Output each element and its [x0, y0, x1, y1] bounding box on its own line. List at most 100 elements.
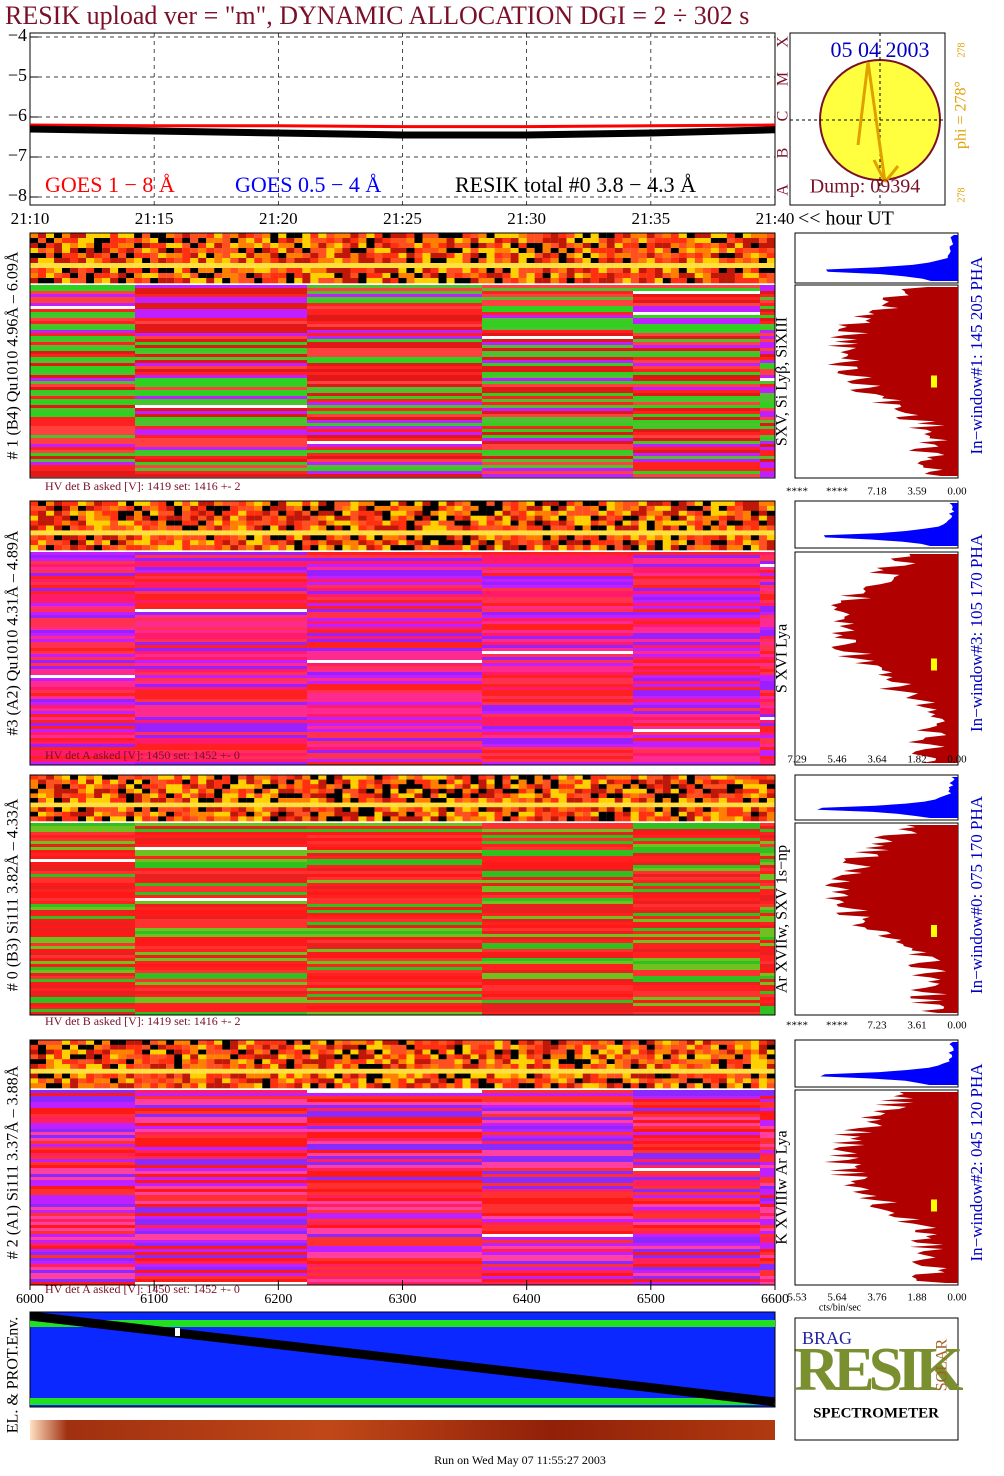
- band-cell: [422, 515, 431, 521]
- band-cell: [542, 1083, 551, 1089]
- band-cell: [230, 1054, 239, 1060]
- band-cell: [638, 811, 647, 817]
- band-cell: [158, 1049, 167, 1055]
- band-cell: [518, 784, 527, 790]
- band-cell: [494, 530, 503, 536]
- spectrogram-row: [633, 871, 761, 875]
- band-cell: [46, 802, 55, 808]
- band-cell: [262, 253, 271, 259]
- band-cell: [350, 811, 359, 817]
- band-cell: [550, 505, 559, 512]
- band-cell: [726, 1068, 735, 1074]
- band-cell: [190, 545, 199, 551]
- spectrogram-row: [633, 1012, 761, 1016]
- band-cell: [614, 816, 623, 822]
- band-cell: [390, 515, 399, 521]
- band-cell: [750, 798, 759, 803]
- band-cell: [270, 505, 279, 512]
- band-cell: [198, 779, 207, 785]
- spectrogram-row: [760, 841, 776, 845]
- band-cell: [646, 278, 655, 284]
- band-cell: [590, 540, 599, 546]
- spectrogram-row: [135, 892, 308, 896]
- spectrogram-row: [482, 838, 634, 842]
- spectrogram-row: [633, 702, 761, 706]
- band-cell: [342, 788, 351, 794]
- band-cell: [686, 1078, 695, 1084]
- band-cell: [222, 807, 231, 813]
- band-cell: [190, 243, 199, 249]
- band-cell: [38, 278, 47, 284]
- band-cell: [110, 238, 119, 244]
- spectrogram-row: [760, 354, 776, 358]
- band-cell: [46, 268, 55, 274]
- band-cell: [422, 501, 431, 507]
- spectrogram-row: [135, 705, 308, 709]
- band-cell: [630, 238, 639, 244]
- band-cell: [574, 779, 583, 785]
- spectrogram-row: [760, 714, 776, 718]
- band-cell: [54, 1044, 63, 1050]
- band-cell: [630, 268, 639, 274]
- band-cell: [454, 253, 463, 259]
- spectrogram-row: [135, 612, 308, 616]
- band-cell: [382, 515, 391, 521]
- band-cell: [246, 510, 255, 516]
- band-cell: [278, 807, 287, 813]
- band-cell: [38, 1068, 47, 1074]
- band-cell: [750, 1073, 759, 1079]
- band-cell: [726, 816, 735, 822]
- band-cell: [310, 779, 319, 785]
- band-cell: [70, 811, 79, 817]
- band-cell: [534, 258, 543, 264]
- spectrogram-row: [135, 447, 308, 451]
- spectrogram-row: [482, 675, 634, 679]
- band-cell: [262, 1068, 271, 1074]
- band-cell: [174, 784, 183, 790]
- spectrogram-row: [307, 925, 483, 929]
- spectrogram-row: [633, 660, 761, 664]
- band-cell: [486, 515, 495, 521]
- spectrogram-row: [30, 967, 136, 971]
- spectrogram-row: [633, 381, 761, 385]
- spectrogram-row: [30, 432, 136, 436]
- band-cell: [222, 263, 231, 269]
- spectrogram-row: [30, 937, 136, 941]
- band-cell: [382, 540, 391, 546]
- band-cell: [374, 258, 383, 264]
- spectrogram-row: [135, 832, 308, 836]
- band-cell: [550, 793, 559, 799]
- hist-tick-label: ****: [786, 1020, 808, 1032]
- band-cell: [758, 793, 768, 799]
- band-cell: [286, 1044, 295, 1050]
- band-cell: [158, 273, 167, 279]
- band-cell: [294, 540, 303, 546]
- band-cell: [94, 278, 103, 284]
- spectrogram-row: [760, 339, 776, 343]
- band-cell: [646, 816, 655, 822]
- band-cell: [654, 243, 663, 249]
- band-cell: [350, 501, 359, 507]
- spectrogram-row: [633, 567, 761, 571]
- spectrogram-row: [482, 907, 634, 911]
- band-cell: [30, 788, 39, 794]
- band-cell: [334, 273, 343, 279]
- band-cell: [390, 268, 399, 274]
- band-cell: [734, 811, 743, 817]
- band-cell: [126, 1044, 135, 1050]
- band-cell: [230, 1049, 239, 1055]
- band-cell: [566, 1059, 575, 1065]
- band-cell: [174, 1059, 183, 1065]
- band-cell: [38, 253, 47, 259]
- spectrogram-row: [760, 934, 776, 938]
- band-cell: [454, 1044, 463, 1050]
- band-cell: [702, 258, 711, 264]
- band-cell: [606, 788, 615, 794]
- band-cell: [190, 505, 199, 512]
- band-cell: [510, 1083, 519, 1089]
- band-cell: [662, 238, 671, 244]
- band-cell: [190, 268, 199, 274]
- band-cell: [302, 273, 311, 279]
- band-cell: [30, 1068, 39, 1074]
- spectrogram-row: [633, 1006, 761, 1010]
